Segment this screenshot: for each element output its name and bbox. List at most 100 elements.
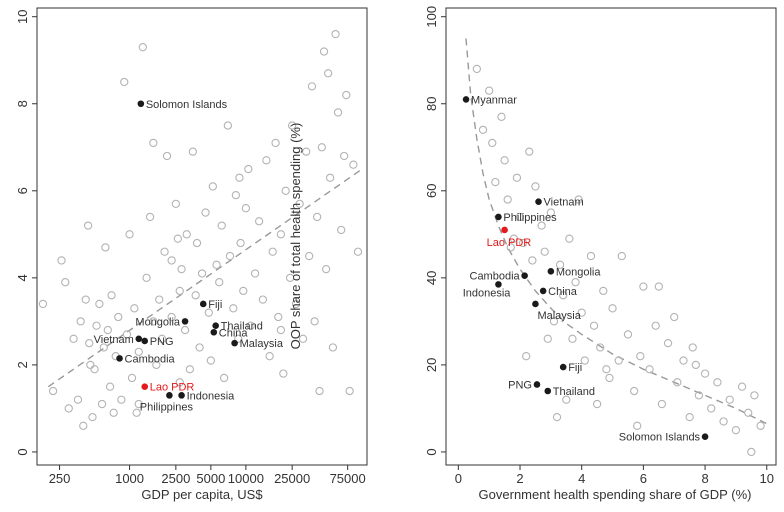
country-point	[132, 408, 141, 417]
country-label: Cambodia	[470, 271, 521, 283]
country-label: Philippines	[503, 212, 557, 224]
x-tick-label: 6	[640, 471, 647, 486]
country-point	[623, 330, 633, 339]
country-point	[254, 217, 264, 226]
country-point	[149, 138, 158, 148]
country-point	[608, 304, 617, 313]
country-point	[302, 147, 311, 156]
highlighted-country-point	[521, 272, 528, 279]
country-label: Fiji	[568, 362, 582, 374]
country-point	[500, 156, 509, 165]
country-point	[157, 334, 167, 343]
country-point	[694, 391, 704, 400]
highlighted-country-point	[210, 328, 218, 336]
country-point	[125, 230, 134, 239]
country-point	[555, 260, 565, 269]
country-point	[719, 417, 728, 426]
country-label: Indonesia	[463, 287, 512, 299]
country-point	[599, 286, 608, 296]
country-point	[340, 151, 349, 161]
country-label: Vietnam	[544, 197, 584, 209]
country-point	[586, 251, 596, 261]
y-tick-label: 8	[15, 100, 30, 107]
country-point	[235, 173, 244, 182]
country-point	[86, 360, 95, 370]
country-point	[731, 426, 741, 435]
country-point	[167, 312, 176, 322]
country-point	[629, 386, 639, 396]
x-tick-label: 10	[760, 471, 774, 486]
highlighted-country-point	[137, 100, 145, 108]
country-point	[679, 356, 688, 365]
country-point	[160, 247, 169, 256]
fitted-trend-line	[47, 168, 363, 388]
country-point	[639, 282, 648, 291]
y-tick-label: 20	[424, 358, 439, 372]
country-point	[645, 365, 654, 374]
x-tick-label: 250	[49, 471, 71, 486]
country-point	[688, 343, 697, 352]
country-point	[497, 112, 506, 121]
country-point	[152, 360, 161, 370]
oop-vs-gdp-panel: Solomon Islands Fiji Mongolia ThailandChina…	[15, 7, 368, 502]
country-point	[88, 412, 97, 422]
country-point	[217, 221, 226, 230]
country-point	[223, 121, 233, 130]
highlighted-country-point	[462, 96, 470, 103]
y-axis-label: OOP share of total health spending (%)	[288, 123, 303, 350]
country-point	[231, 191, 241, 200]
plot-frame	[36, 7, 368, 466]
country-label: Indonesia	[187, 390, 236, 402]
country-label: Mongolia	[135, 316, 181, 328]
country-point	[540, 247, 549, 256]
country-point	[353, 247, 363, 256]
country-point	[580, 356, 589, 365]
country-point	[571, 278, 580, 287]
highlighted-country-point	[559, 363, 567, 371]
x-tick-label: 10000	[228, 471, 264, 486]
country-point	[663, 338, 673, 348]
country-point	[250, 269, 260, 278]
country-point	[182, 230, 191, 239]
country-point	[349, 160, 358, 169]
country-point	[518, 238, 528, 248]
highlighted-country-point	[495, 213, 502, 221]
country-point	[543, 334, 552, 343]
country-point	[317, 143, 327, 152]
country-point	[503, 195, 512, 204]
country-point	[310, 317, 319, 326]
highlighted-country-point	[181, 318, 189, 325]
country-point	[177, 264, 186, 274]
country-point	[589, 321, 599, 330]
country-label: Cambodia	[125, 353, 176, 365]
country-point	[528, 256, 537, 265]
country-point	[99, 343, 108, 352]
y-tick-label: 100	[424, 6, 439, 28]
country-point	[117, 395, 126, 404]
country-point	[258, 295, 268, 304]
country-point	[114, 312, 123, 322]
country-point	[208, 182, 217, 191]
country-point	[512, 173, 522, 182]
country-point	[197, 269, 207, 278]
country-point	[291, 299, 301, 309]
country-point	[485, 86, 494, 95]
x-tick-label: 8	[701, 471, 708, 486]
country-point	[268, 247, 277, 256]
country-point	[531, 182, 540, 191]
highlighted-country-point	[231, 339, 238, 347]
country-point	[315, 386, 324, 396]
x-tick-label: 1000	[115, 471, 144, 486]
country-point	[219, 373, 229, 383]
country-point	[654, 282, 663, 291]
country-label: China	[548, 286, 578, 298]
country-point	[747, 447, 756, 457]
country-label: Philippines	[140, 401, 194, 413]
country-point	[472, 64, 481, 74]
x-axis-label: Government health spending share of GDP …	[479, 487, 752, 502]
country-point	[276, 325, 286, 335]
y-tick-label: 40	[424, 271, 439, 285]
x-tick-label: 2500	[161, 471, 190, 486]
country-point	[61, 278, 70, 287]
country-point	[549, 317, 559, 326]
